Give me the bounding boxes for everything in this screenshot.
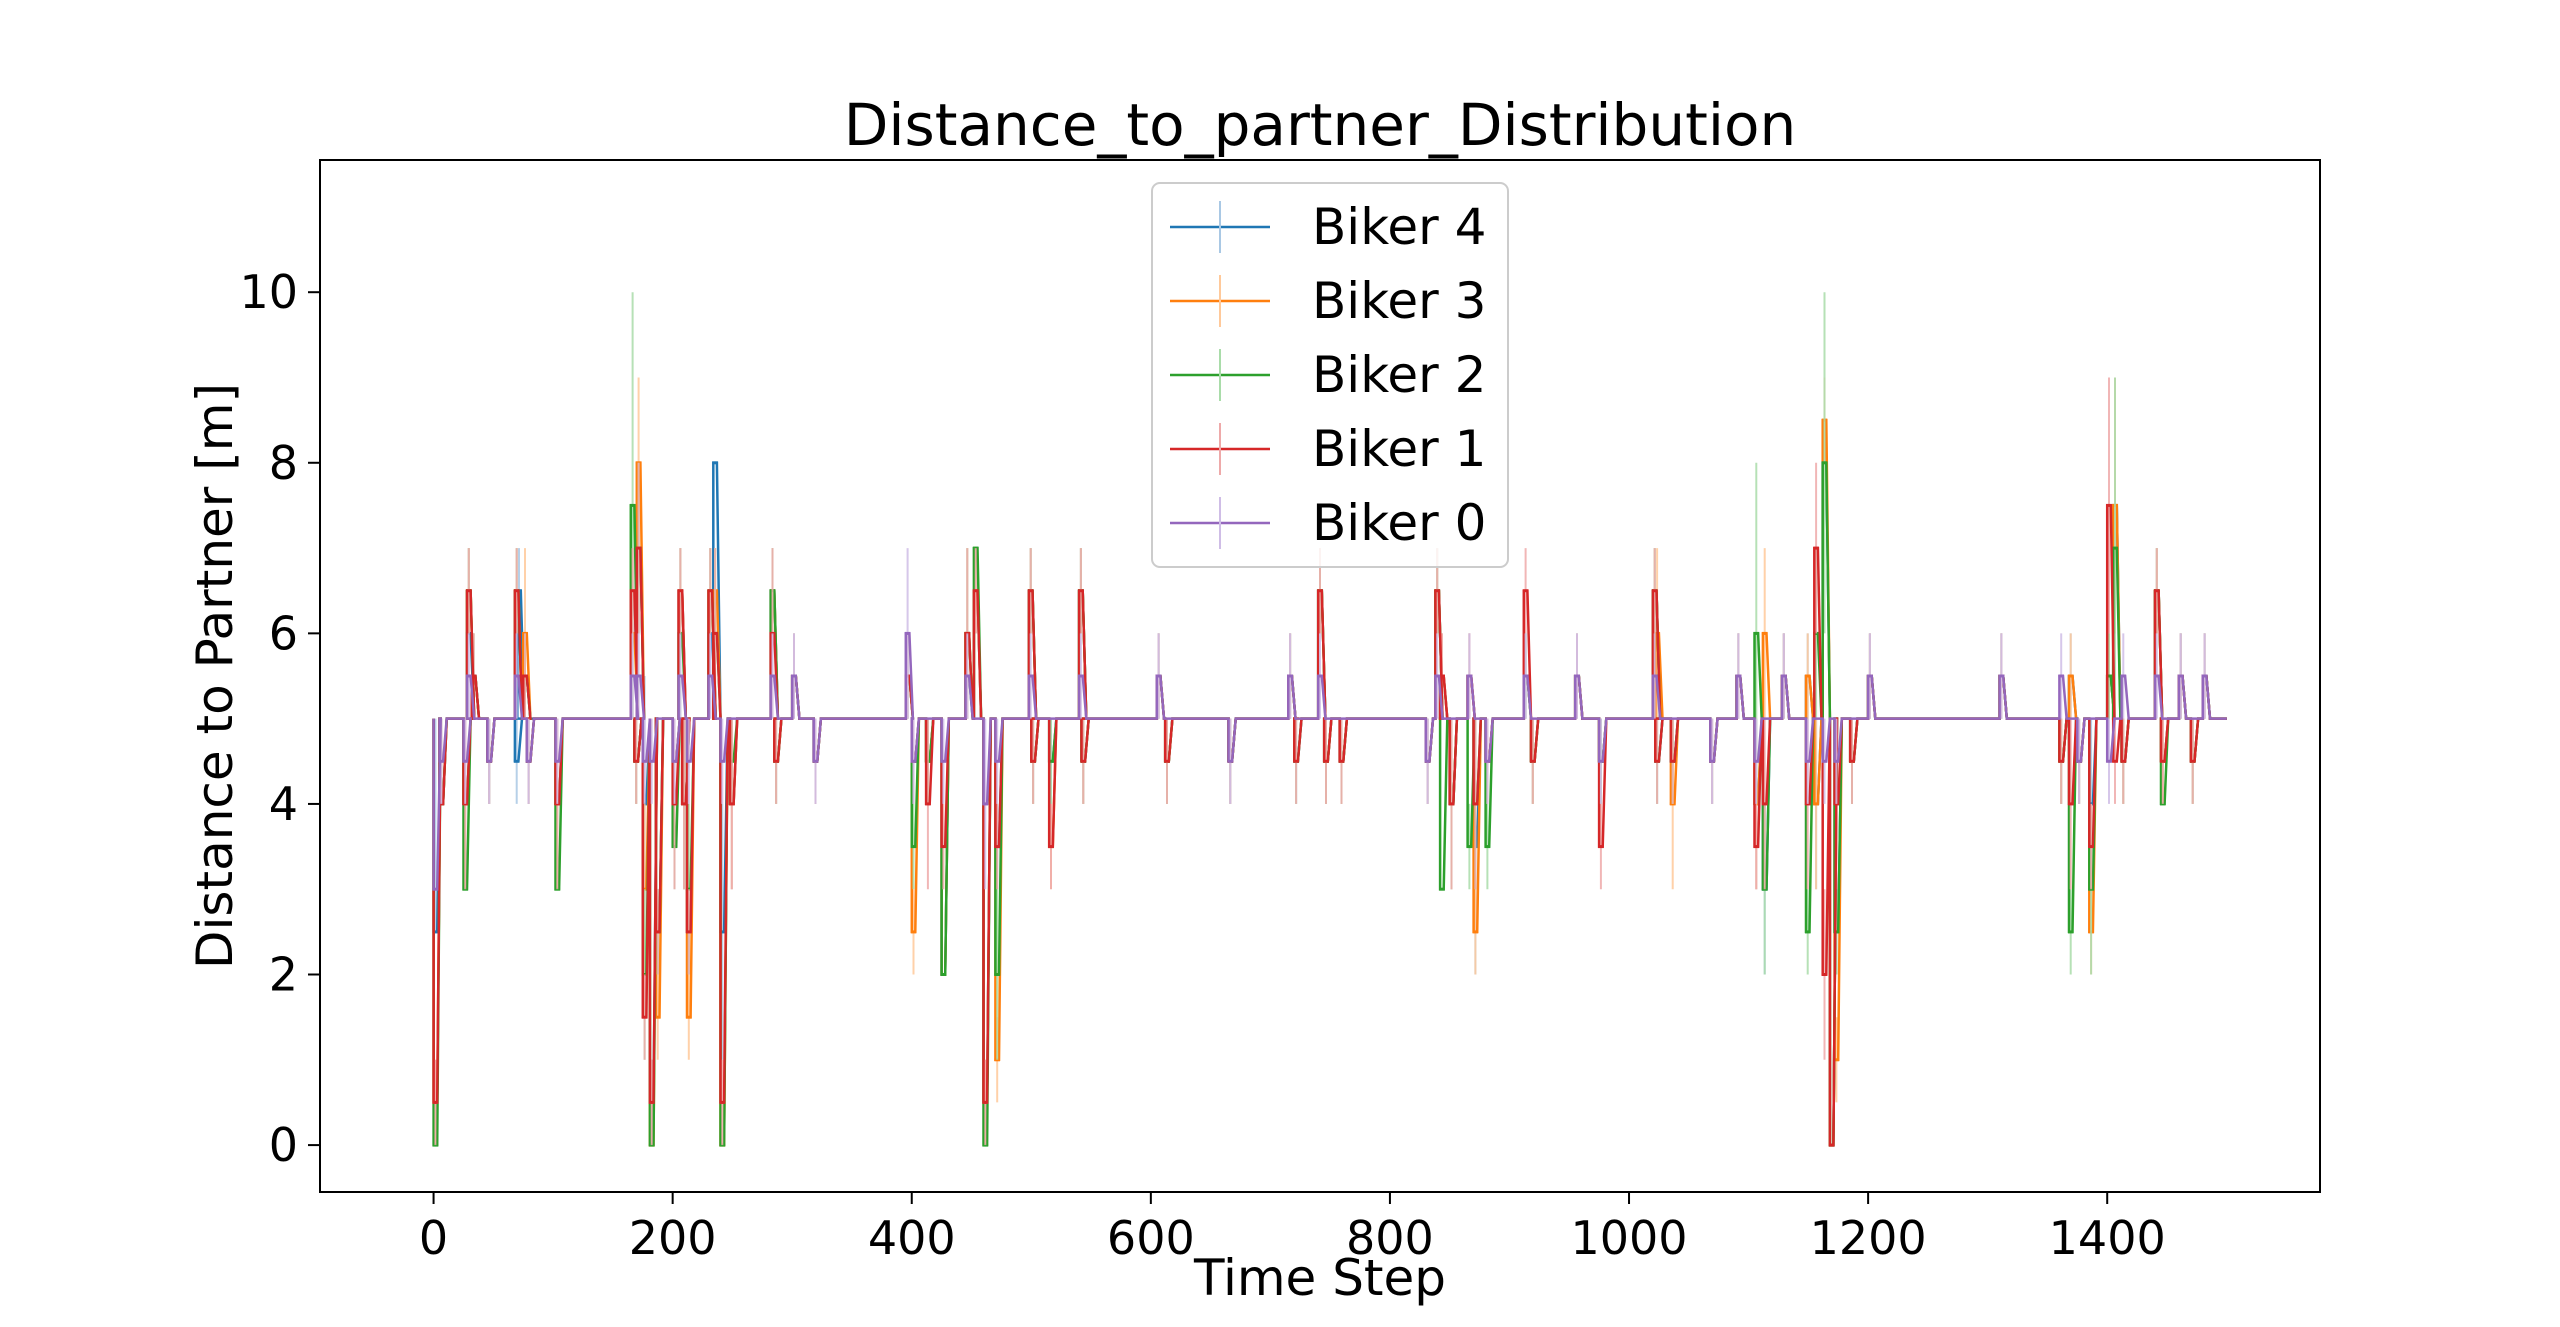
- y-tick-label: 0: [269, 1118, 298, 1172]
- series-layer: [432, 292, 2227, 1147]
- legend-label: Biker 0: [1312, 494, 1486, 552]
- y-tick-label: 4: [269, 777, 298, 831]
- legend-item: Biker 3: [1170, 272, 1486, 330]
- axis-ticks: 0 200 400 600 800 1000 1200 1400 0 2 4 6 8 10: [239, 265, 2165, 1265]
- x-tick-label: 1200: [1810, 1211, 1927, 1265]
- y-axis-label: Distance to Partner [m]: [186, 383, 244, 969]
- x-tick-label: 800: [1346, 1211, 1434, 1265]
- x-tick-label: 600: [1107, 1211, 1195, 1265]
- legend: Biker 4 Biker 3 Biker 2 Biker 1 Biker 0: [1151, 182, 1509, 568]
- error-bars: [432, 548, 2208, 891]
- x-tick-label: 200: [629, 1211, 717, 1265]
- legend-item: Biker 2: [1170, 346, 1486, 404]
- plot-area-frame: [319, 159, 2321, 1193]
- series-line: [432, 632, 2227, 891]
- y-tick-label: 2: [269, 948, 298, 1002]
- y-tick-label: 8: [269, 436, 298, 490]
- legend-label: Biker 4: [1312, 198, 1486, 256]
- legend-label: Biker 1: [1312, 420, 1486, 478]
- x-axis-label: Time Step: [1193, 1249, 1446, 1307]
- series-biker-0: [432, 548, 2227, 891]
- y-tick-label: 6: [269, 606, 298, 660]
- legend-item: Biker 4: [1170, 198, 1486, 256]
- legend-box: [1151, 182, 1509, 568]
- legend-item: Biker 0: [1170, 494, 1486, 552]
- x-tick-label: 0: [419, 1211, 448, 1265]
- x-tick-label: 1400: [2049, 1211, 2166, 1265]
- x-tick-label: 400: [868, 1211, 956, 1265]
- chart-title: Distance_to_partner_Distribution: [844, 91, 1796, 159]
- legend-label: Biker 2: [1312, 346, 1486, 404]
- y-tick-label: 10: [239, 265, 298, 319]
- legend-label: Biker 3: [1312, 272, 1486, 330]
- legend-item: Biker 1: [1170, 420, 1486, 478]
- x-tick-label: 1000: [1570, 1211, 1687, 1265]
